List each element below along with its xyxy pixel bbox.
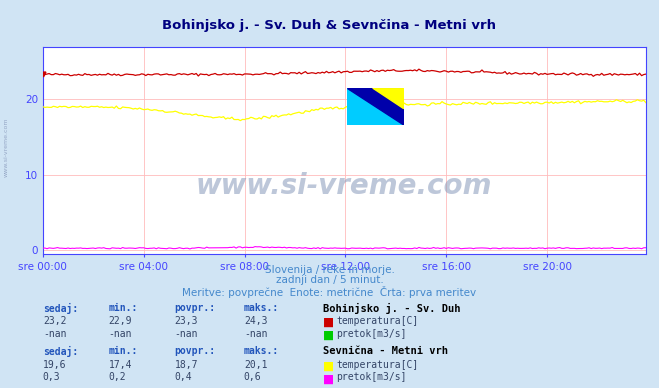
Text: 24,3: 24,3 [244,316,268,326]
Text: Bohinjsko j. - Sv. Duh & Sevnčina - Metni vrh: Bohinjsko j. - Sv. Duh & Sevnčina - Metn… [163,19,496,32]
Text: pretok[m3/s]: pretok[m3/s] [336,329,407,339]
Text: pretok[m3/s]: pretok[m3/s] [336,372,407,383]
Text: sedaj:: sedaj: [43,346,78,357]
Text: zadnji dan / 5 minut.: zadnji dan / 5 minut. [275,275,384,286]
Text: 18,7: 18,7 [175,360,198,370]
Text: ■: ■ [323,360,334,373]
Text: Meritve: povprečne  Enote: metrične  Črta: prva meritev: Meritve: povprečne Enote: metrične Črta:… [183,286,476,298]
Text: 23,2: 23,2 [43,316,67,326]
Text: 0,3: 0,3 [43,372,61,383]
Text: www.si-vreme.com: www.si-vreme.com [4,118,9,177]
Text: -nan: -nan [109,329,132,339]
Text: 22,9: 22,9 [109,316,132,326]
Text: www.si-vreme.com: www.si-vreme.com [196,171,492,200]
Polygon shape [347,88,404,125]
Text: 17,4: 17,4 [109,360,132,370]
Text: temperatura[C]: temperatura[C] [336,360,418,370]
Polygon shape [347,88,404,125]
Text: 23,3: 23,3 [175,316,198,326]
Text: 0,6: 0,6 [244,372,262,383]
Text: min.:: min.: [109,303,138,313]
Text: ■: ■ [323,372,334,386]
Text: maks.:: maks.: [244,346,279,356]
Text: Bohinjsko j. - Sv. Duh: Bohinjsko j. - Sv. Duh [323,303,461,314]
Text: 0,2: 0,2 [109,372,127,383]
Text: Sevnična - Metni vrh: Sevnična - Metni vrh [323,346,448,356]
Text: -nan: -nan [43,329,67,339]
Text: 19,6: 19,6 [43,360,67,370]
Text: ■: ■ [323,316,334,329]
Text: ■: ■ [323,329,334,342]
Text: Slovenija / reke in morje.: Slovenija / reke in morje. [264,265,395,275]
Text: povpr.:: povpr.: [175,346,215,356]
Text: min.:: min.: [109,346,138,356]
Text: -nan: -nan [244,329,268,339]
Text: 0,4: 0,4 [175,372,192,383]
Text: sedaj:: sedaj: [43,303,78,314]
Text: -nan: -nan [175,329,198,339]
Text: povpr.:: povpr.: [175,303,215,313]
Polygon shape [373,88,404,109]
Text: temperatura[C]: temperatura[C] [336,316,418,326]
Text: 20,1: 20,1 [244,360,268,370]
Text: maks.:: maks.: [244,303,279,313]
